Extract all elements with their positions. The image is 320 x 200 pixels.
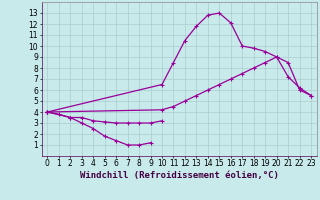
X-axis label: Windchill (Refroidissement éolien,°C): Windchill (Refroidissement éolien,°C) <box>80 171 279 180</box>
